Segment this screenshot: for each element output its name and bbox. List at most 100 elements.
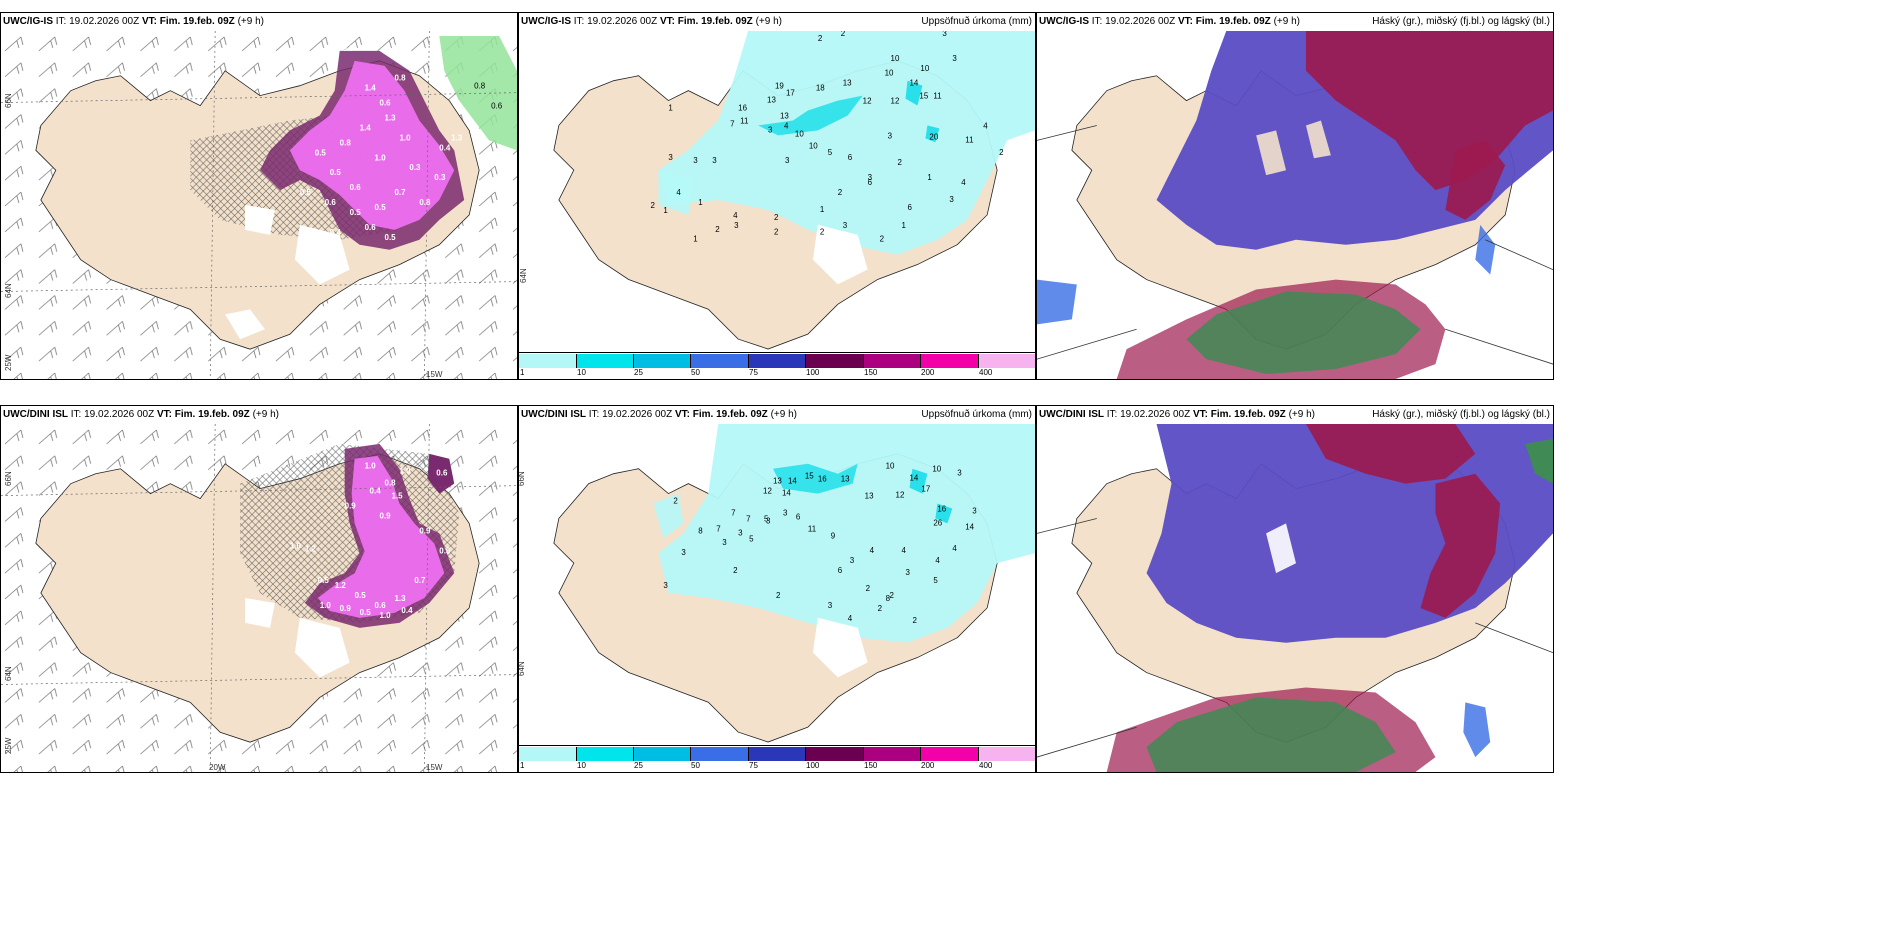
svg-text:3: 3 (738, 528, 743, 537)
svg-text:0.5: 0.5 (439, 546, 451, 555)
svg-text:0.9: 0.9 (419, 526, 431, 535)
svg-text:1: 1 (927, 173, 932, 182)
svg-text:1.0: 1.0 (380, 611, 392, 620)
svg-text:13: 13 (865, 492, 874, 501)
svg-text:3: 3 (785, 156, 790, 165)
svg-text:3: 3 (972, 506, 977, 515)
colorbar-swatch (979, 747, 1035, 761)
colorbar-swatch (634, 354, 691, 368)
colorbar-swatch (749, 354, 806, 368)
snow-map: 1.0 0.8 1.0 0.4 1.5 0.9 0.9 0.6 0.5 1.2 … (1, 424, 517, 772)
panel-header: UWC/IG-IS IT: 19.02.2026 00Z VT: Fim. 19… (1039, 16, 1300, 27)
svg-text:3: 3 (888, 131, 893, 140)
colorbar-tick: 10 (577, 761, 586, 770)
precip-map-svg: 2 12 13 14 15 16 13 10 14 12 13 14 17 10… (553, 424, 1035, 743)
svg-text:1.0: 1.0 (399, 467, 411, 476)
colorbar-tick: 10 (577, 368, 586, 377)
svg-text:3: 3 (828, 601, 833, 610)
colorbar-swatch (577, 747, 634, 761)
svg-text:1: 1 (663, 206, 668, 215)
precip-amount-labels: 2 2 3 10 3 1 16 19 17 18 13 13 10 10 12 … (650, 31, 1004, 244)
svg-text:4: 4 (983, 121, 988, 130)
svg-text:3: 3 (712, 156, 717, 165)
colorbar-tick: 1 (520, 761, 525, 770)
svg-text:0.3: 0.3 (409, 163, 421, 172)
svg-text:1.0: 1.0 (320, 601, 332, 610)
svg-text:2: 2 (880, 235, 885, 244)
lat-label-64n: 64N (4, 283, 13, 298)
svg-text:2: 2 (774, 213, 779, 222)
svg-text:0.7: 0.7 (414, 576, 426, 585)
panel-header: UWC/IG-IS IT: 19.02.2026 00Z VT: Fim. 19… (3, 16, 264, 27)
svg-text:2: 2 (898, 158, 903, 167)
svg-text:4: 4 (902, 546, 907, 555)
svg-text:17: 17 (921, 485, 930, 494)
svg-text:2: 2 (912, 616, 917, 625)
svg-text:13: 13 (843, 79, 852, 88)
svg-text:13: 13 (767, 96, 776, 105)
lat-label-66n: 66N (4, 471, 13, 486)
svg-text:1.4: 1.4 (365, 84, 377, 93)
colorbar-swatch (921, 747, 979, 761)
svg-text:14: 14 (782, 489, 791, 498)
colorbar-swatch (864, 354, 921, 368)
svg-text:13: 13 (841, 475, 850, 484)
colorbar-swatch (864, 747, 921, 761)
svg-text:0.8: 0.8 (419, 198, 431, 207)
panel-dini-cloud: UWC/DINI ISL IT: 19.02.2026 00Z VT: Fim.… (1036, 405, 1554, 773)
svg-text:7: 7 (716, 524, 721, 533)
svg-text:1: 1 (698, 198, 703, 207)
svg-text:14: 14 (909, 474, 918, 483)
svg-text:0.8: 0.8 (340, 138, 352, 147)
svg-text:13: 13 (773, 477, 782, 486)
precip-map: 2 12 13 14 15 16 13 10 14 12 13 14 17 10… (519, 424, 1035, 746)
svg-text:0.6: 0.6 (491, 102, 503, 111)
svg-text:0.8: 0.8 (385, 479, 397, 488)
svg-text:5: 5 (933, 576, 938, 585)
lon-label-15w: 15W (426, 370, 443, 379)
colorbar-swatch (519, 354, 577, 368)
colorbar-swatch (979, 354, 1035, 368)
svg-text:0.9: 0.9 (380, 511, 392, 520)
panel-title-right: Háský (gr.), miðský (fj.bl.) og lágský (… (1372, 16, 1550, 27)
svg-text:1.3: 1.3 (394, 594, 406, 603)
svg-text:0.5: 0.5 (360, 608, 372, 617)
svg-text:1.0: 1.0 (290, 541, 302, 550)
panel-header: UWC/DINI ISL IT: 19.02.2026 00Z VT: Fim.… (521, 409, 797, 420)
svg-text:3: 3 (906, 568, 911, 577)
cloud-map (1037, 31, 1553, 379)
svg-text:10: 10 (885, 69, 894, 78)
svg-text:1: 1 (693, 235, 698, 244)
panel-title-right: Uppsöfnuð úrkoma (mm) (921, 409, 1032, 420)
svg-text:11: 11 (740, 116, 749, 125)
panel-header: UWC/DINI ISL IT: 19.02.2026 00Z VT: Fim.… (1039, 409, 1315, 420)
panel-title-right: Háský (gr.), miðský (fj.bl.) og lágský (… (1372, 409, 1550, 420)
svg-text:6: 6 (868, 178, 873, 187)
svg-text:3: 3 (663, 581, 668, 590)
svg-text:11: 11 (933, 92, 942, 101)
svg-text:0.6: 0.6 (436, 469, 448, 478)
svg-text:26: 26 (933, 518, 942, 527)
svg-text:3: 3 (681, 548, 686, 557)
panel-header: UWC/IG-IS IT: 19.02.2026 00Z VT: Fim. 19… (521, 16, 782, 27)
lon-label-25w: 25W (4, 354, 13, 371)
svg-text:5: 5 (749, 534, 754, 543)
panel-dini-snow: UWC/DINI ISL IT: 19.02.2026 00Z VT: Fim.… (0, 405, 518, 773)
svg-text:15: 15 (919, 92, 928, 101)
svg-text:5: 5 (828, 148, 833, 157)
svg-text:0.5: 0.5 (318, 576, 330, 585)
colorbar-tick: 100 (806, 761, 820, 770)
snow-map: 0.3 1.4 0.6 0.8 1.3 1.4 0.8 0.5 0.5 0.6 … (1, 31, 517, 379)
svg-text:17: 17 (786, 89, 795, 98)
svg-text:2: 2 (866, 584, 871, 593)
svg-text:1.3: 1.3 (385, 113, 397, 122)
svg-text:0.9: 0.9 (345, 502, 357, 511)
svg-text:10: 10 (920, 64, 929, 73)
svg-text:2: 2 (878, 604, 883, 613)
svg-text:16: 16 (937, 504, 946, 513)
colorbar-tick: 200 (921, 761, 935, 770)
svg-text:12: 12 (763, 487, 772, 496)
lat-label-64n: 64N (518, 661, 526, 676)
svg-text:0.6: 0.6 (365, 223, 377, 232)
svg-text:1: 1 (820, 205, 825, 214)
